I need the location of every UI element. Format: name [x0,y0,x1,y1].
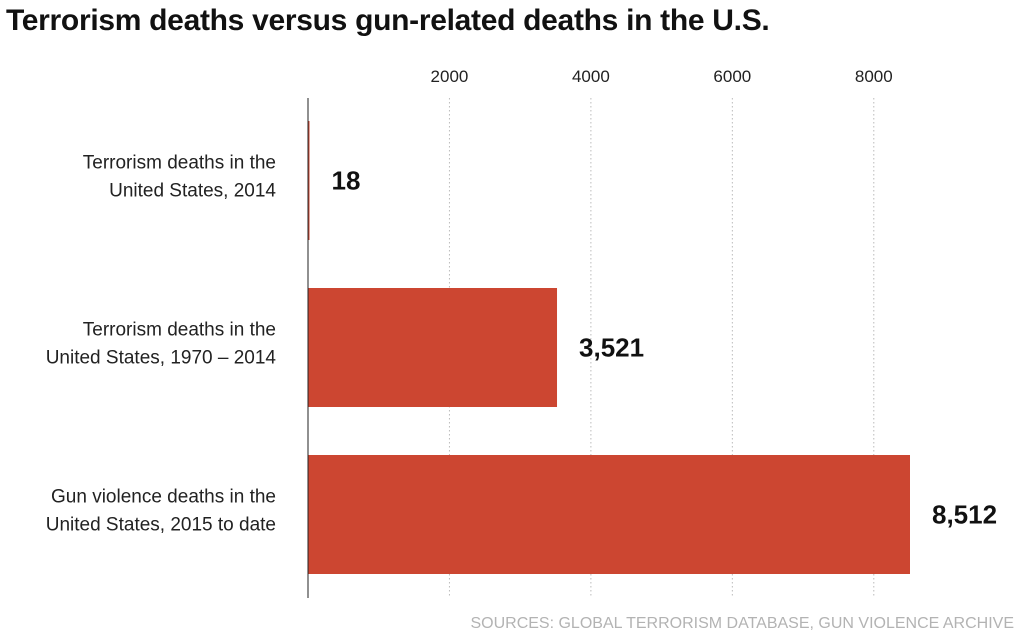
chart-title: Terrorism deaths versus gun-related deat… [6,4,770,37]
category-label: Terrorism deaths in the United States, 19… [46,320,277,369]
category-label: Gun violence deaths in the United States,… [46,487,276,536]
category-label-line: Gun violence deaths in the [51,487,276,508]
category-label-line: United States, 2014 [109,181,276,202]
bar [308,455,910,574]
x-axis-ticks: 2000 4000 6000 8000 [431,67,893,86]
bar [308,288,558,407]
value-label: 3,521 [579,333,644,363]
value-label: 18 [332,166,361,196]
value-labels: 18 3,521 8,512 [332,166,998,530]
category-label-line: Terrorism deaths in the [83,153,276,174]
category-label-line: Terrorism deaths in the [83,320,276,341]
x-tick-label: 2000 [431,67,469,86]
source-note: SOURCES: GLOBAL TERRORISM DATABASE, GUN … [470,615,1014,632]
category-label-line: United States, 2015 to date [46,515,276,536]
bar [308,121,310,240]
x-tick-label: 8000 [855,67,893,86]
value-label: 8,512 [932,500,997,530]
category-labels: Terrorism deaths in the United States, 20… [46,153,277,536]
x-tick-label: 6000 [713,67,751,86]
category-label: Terrorism deaths in the United States, 20… [83,153,277,202]
x-tick-label: 4000 [572,67,610,86]
bars [308,121,910,574]
category-label-line: United States, 1970 – 2014 [46,348,277,369]
